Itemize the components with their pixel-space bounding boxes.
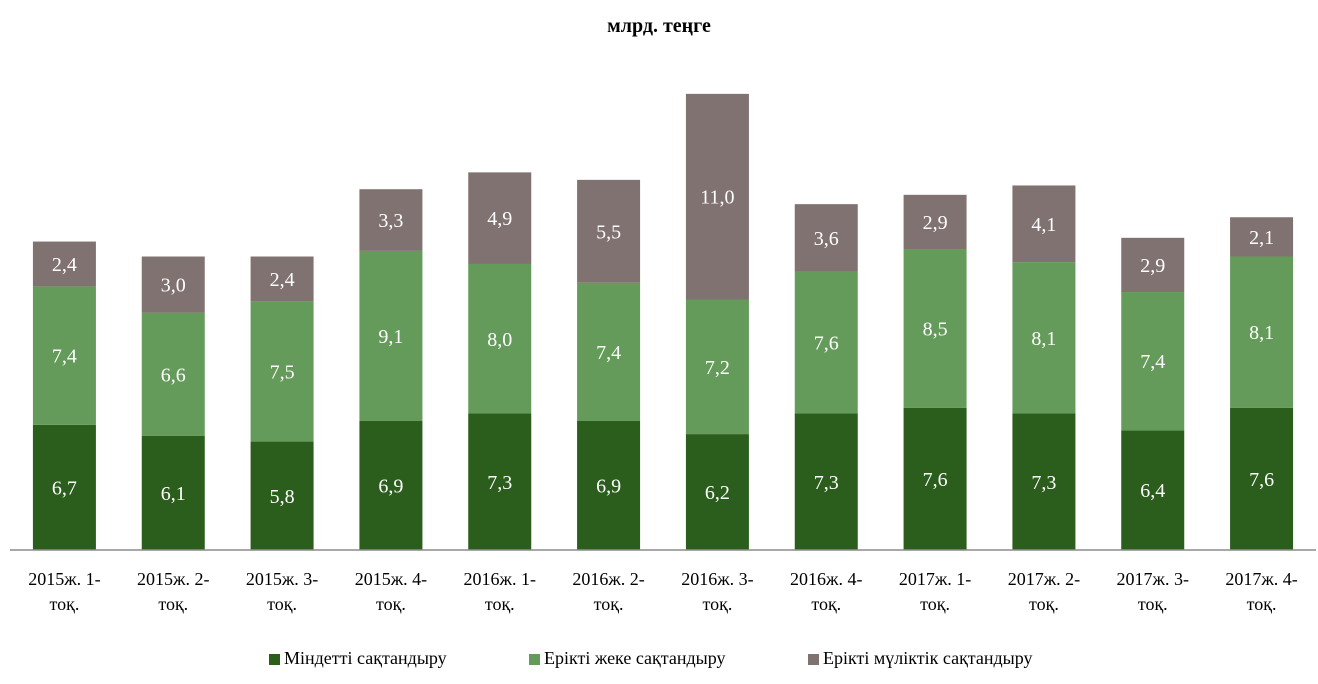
x-tick-label: 2017ж. 4- [1225, 569, 1297, 589]
data-label: 2,9 [1140, 255, 1165, 277]
data-label: 6,9 [596, 476, 621, 498]
legend: Міндетті сақтандыру Ерікті жеке сақтандыр… [269, 648, 1033, 668]
x-tick-label: 2015ж. 4- [355, 569, 427, 589]
data-label: 6,4 [1140, 480, 1165, 502]
legend-label: Ерікті мүліктік сақтандыру [823, 648, 1033, 668]
x-tick-label: 2015ж. 2- [137, 569, 209, 589]
x-tick-label: тоқ. [920, 594, 950, 614]
data-label: 2,4 [270, 269, 295, 291]
x-tick-label: тоқ. [1029, 594, 1059, 614]
data-label: 6,6 [161, 364, 186, 386]
data-label: 7,4 [1140, 351, 1165, 373]
legend-label: Ерікті жеке сақтандыру [544, 648, 726, 668]
x-tick-label: тоқ. [267, 594, 297, 614]
data-label: 9,1 [378, 326, 403, 348]
data-label: 7,3 [487, 472, 512, 494]
data-label: 2,4 [52, 254, 77, 276]
data-label: 5,5 [596, 221, 621, 243]
data-label: 3,3 [378, 210, 403, 232]
x-tick-label: 2017ж. 1- [899, 569, 971, 589]
data-label: 2,1 [1249, 227, 1274, 249]
x-tick-label: 2015ж. 3- [246, 569, 318, 589]
data-label: 6,9 [378, 476, 403, 498]
x-tick-labels: 2015ж. 1- тоқ. 2015ж. 2- тоқ. 2015ж. 3- тоқ. 2… [28, 569, 1298, 614]
legend-swatch [269, 654, 280, 665]
data-label: 7,6 [923, 469, 948, 491]
data-label: 8,5 [923, 318, 948, 340]
data-label: 7,4 [596, 342, 621, 364]
x-tick-label: тоқ. [1138, 594, 1168, 614]
x-tick-label: тоқ. [158, 594, 188, 614]
data-label: 7,6 [814, 333, 839, 355]
legend-swatch [529, 654, 540, 665]
data-label: 7,5 [270, 361, 295, 383]
data-label: 2,9 [923, 212, 948, 234]
legend-swatch [808, 654, 819, 665]
x-tick-label: тоқ. [811, 594, 841, 614]
x-tick-label: тоқ. [702, 594, 732, 614]
data-label: 7,3 [814, 472, 839, 494]
data-label: 4,1 [1031, 214, 1056, 236]
data-label: 7,6 [1249, 469, 1274, 491]
x-tick-label: 2016ж. 2- [572, 569, 644, 589]
x-tick-label: 2016ж. 1- [464, 569, 536, 589]
data-label: 6,2 [705, 482, 730, 504]
data-label: 3,0 [161, 275, 186, 297]
chart-title: млрд. теңге [607, 15, 711, 37]
x-tick-label: тоқ. [594, 594, 624, 614]
data-label: 7,4 [52, 346, 77, 368]
x-tick-label: тоқ. [49, 594, 79, 614]
data-label: 5,8 [270, 486, 295, 508]
x-tick-label: 2017ж. 3- [1117, 569, 1189, 589]
data-label: 8,1 [1249, 322, 1274, 344]
data-label: 3,6 [814, 228, 839, 250]
x-tick-label: 2016ж. 4- [790, 569, 862, 589]
x-tick-label: 2016ж. 3- [681, 569, 753, 589]
data-label: 11,0 [700, 187, 734, 209]
x-tick-label: тоқ. [485, 594, 515, 614]
data-label: 4,9 [487, 208, 512, 230]
x-tick-label: тоқ. [1247, 594, 1277, 614]
data-label: 6,7 [52, 477, 77, 499]
data-label: 7,2 [705, 357, 730, 379]
x-tick-label: тоқ. [376, 594, 406, 614]
data-label: 8,0 [487, 329, 512, 351]
x-tick-label: 2017ж. 2- [1008, 569, 1080, 589]
data-label: 7,3 [1031, 472, 1056, 494]
data-label: 6,1 [161, 483, 186, 505]
x-tick-label: 2015ж. 1- [28, 569, 100, 589]
bars-layer: 6,7 7,4 2,4 6,1 6,6 3,0 5,8 7,5 2,4 6,9 9,1 3,3 7,3 8… [33, 94, 1293, 550]
data-label: 8,1 [1031, 328, 1056, 350]
legend-label: Міндетті сақтандыру [284, 648, 447, 668]
